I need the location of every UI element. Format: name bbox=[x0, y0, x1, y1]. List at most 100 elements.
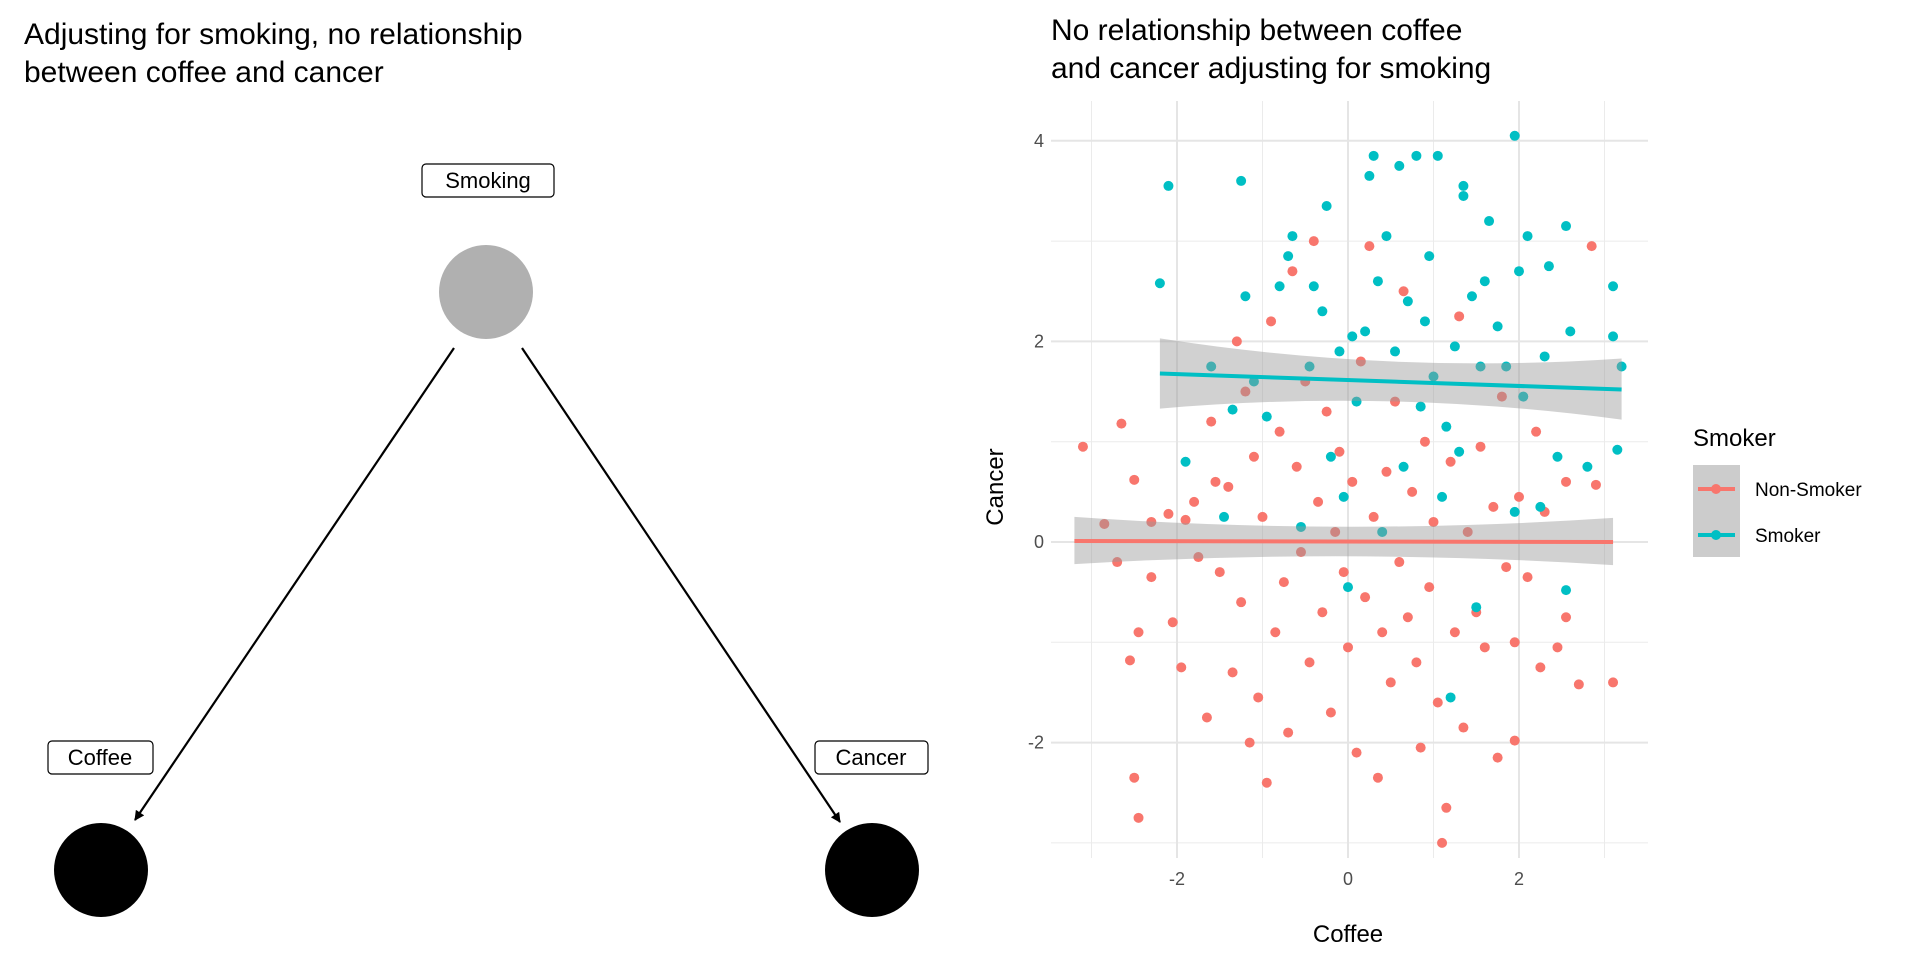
point-smoker bbox=[1154, 278, 1165, 289]
point-smoker bbox=[1219, 511, 1230, 522]
point-non-smoker bbox=[1099, 518, 1110, 529]
point-smoker bbox=[1535, 501, 1546, 512]
point-non-smoker bbox=[1608, 677, 1619, 688]
point-non-smoker bbox=[1133, 627, 1144, 638]
point-non-smoker bbox=[1210, 476, 1221, 487]
point-smoker bbox=[1180, 456, 1191, 467]
point-non-smoker bbox=[1287, 266, 1298, 277]
point-non-smoker bbox=[1146, 516, 1157, 527]
point-smoker bbox=[1608, 331, 1619, 342]
point-smoker bbox=[1475, 361, 1486, 372]
point-non-smoker bbox=[1133, 812, 1144, 823]
point-non-smoker bbox=[1129, 772, 1140, 783]
point-smoker bbox=[1360, 326, 1371, 337]
point-smoker bbox=[1419, 316, 1430, 327]
point-non-smoker bbox=[1261, 777, 1272, 788]
point-non-smoker bbox=[1509, 735, 1520, 746]
point-non-smoker bbox=[1313, 496, 1324, 507]
point-non-smoker bbox=[1501, 562, 1512, 573]
scatter-plot: -2 0 2 -2 0 2 4 Coffee Cancer bbox=[982, 101, 1648, 948]
point-non-smoker bbox=[1479, 642, 1490, 653]
point-non-smoker bbox=[1441, 802, 1452, 813]
point-non-smoker bbox=[1321, 406, 1332, 417]
x-tick-label: 2 bbox=[1514, 869, 1524, 889]
point-smoker bbox=[1509, 130, 1520, 141]
point-smoker bbox=[1449, 341, 1460, 352]
point-non-smoker bbox=[1535, 662, 1546, 673]
point-non-smoker bbox=[1283, 727, 1294, 738]
point-non-smoker bbox=[1462, 526, 1473, 537]
point-non-smoker bbox=[1180, 514, 1191, 525]
point-non-smoker bbox=[1492, 752, 1503, 763]
point-smoker bbox=[1518, 391, 1529, 402]
point-non-smoker bbox=[1522, 572, 1533, 583]
label-cancer: Cancer bbox=[836, 745, 907, 770]
y-tick-label: -2 bbox=[1028, 733, 1044, 753]
point-non-smoker bbox=[1368, 511, 1379, 522]
point-non-smoker bbox=[1270, 627, 1281, 638]
point-smoker bbox=[1561, 585, 1572, 596]
point-non-smoker bbox=[1227, 667, 1238, 678]
point-non-smoker bbox=[1201, 712, 1212, 723]
point-non-smoker bbox=[1586, 241, 1597, 252]
point-smoker bbox=[1334, 346, 1345, 357]
point-non-smoker bbox=[1257, 511, 1268, 522]
point-smoker bbox=[1398, 461, 1409, 472]
point-smoker bbox=[1248, 376, 1259, 387]
y-axis-label: Cancer bbox=[982, 448, 1009, 525]
point-smoker bbox=[1415, 401, 1426, 412]
point-non-smoker bbox=[1531, 426, 1542, 437]
point-non-smoker bbox=[1236, 597, 1247, 608]
point-smoker bbox=[1394, 160, 1405, 171]
point-non-smoker bbox=[1266, 316, 1277, 327]
fit-line-smoker bbox=[1159, 371, 1622, 392]
point-smoker bbox=[1240, 291, 1251, 302]
node-cancer bbox=[825, 823, 919, 917]
point-non-smoker bbox=[1112, 557, 1123, 568]
point-non-smoker bbox=[1454, 311, 1465, 322]
point-smoker bbox=[1351, 396, 1362, 407]
point-non-smoker bbox=[1343, 642, 1353, 653]
point-smoker bbox=[1479, 276, 1490, 287]
points bbox=[1077, 130, 1627, 848]
point-non-smoker bbox=[1407, 486, 1418, 497]
point-non-smoker bbox=[1189, 496, 1200, 507]
point-non-smoker bbox=[1291, 461, 1302, 472]
point-smoker bbox=[1287, 231, 1298, 242]
point-non-smoker bbox=[1077, 441, 1088, 452]
legend-label-non-smoker: Non-Smoker bbox=[1755, 480, 1862, 501]
point-non-smoker bbox=[1419, 436, 1430, 447]
point-smoker bbox=[1543, 261, 1554, 272]
point-non-smoker bbox=[1334, 446, 1345, 457]
y-tick-label: 0 bbox=[1034, 532, 1044, 552]
point-non-smoker bbox=[1590, 479, 1601, 490]
point-non-smoker bbox=[1488, 501, 1499, 512]
point-non-smoker bbox=[1124, 655, 1135, 666]
point-non-smoker bbox=[1449, 627, 1460, 638]
point-non-smoker bbox=[1561, 476, 1572, 487]
point-smoker bbox=[1364, 170, 1375, 181]
dag-title: Adjusting for smoking, no relationship b… bbox=[24, 18, 523, 89]
node-smoking bbox=[439, 245, 533, 339]
point-smoker bbox=[1304, 361, 1315, 372]
point-smoker bbox=[1206, 361, 1217, 372]
point-non-smoker bbox=[1240, 386, 1251, 397]
chart-title: No relationship between coffee and cance… bbox=[1051, 14, 1492, 85]
point-non-smoker bbox=[1274, 426, 1285, 437]
point-non-smoker bbox=[1325, 707, 1336, 718]
point-non-smoker bbox=[1295, 547, 1306, 558]
label-box-smoking bbox=[421, 163, 555, 198]
x-axis-label: Coffee bbox=[1313, 921, 1383, 948]
point-smoker bbox=[1552, 451, 1563, 462]
point-non-smoker bbox=[1445, 456, 1456, 467]
point-smoker bbox=[1308, 281, 1319, 292]
point-non-smoker bbox=[1347, 476, 1358, 487]
point-smoker bbox=[1390, 346, 1401, 357]
point-non-smoker bbox=[1167, 617, 1178, 628]
point-non-smoker bbox=[1206, 416, 1217, 427]
point-non-smoker bbox=[1437, 837, 1448, 848]
point-smoker bbox=[1381, 231, 1392, 242]
point-smoker bbox=[1321, 200, 1332, 211]
point-non-smoker bbox=[1398, 286, 1409, 297]
point-smoker bbox=[1484, 216, 1495, 227]
